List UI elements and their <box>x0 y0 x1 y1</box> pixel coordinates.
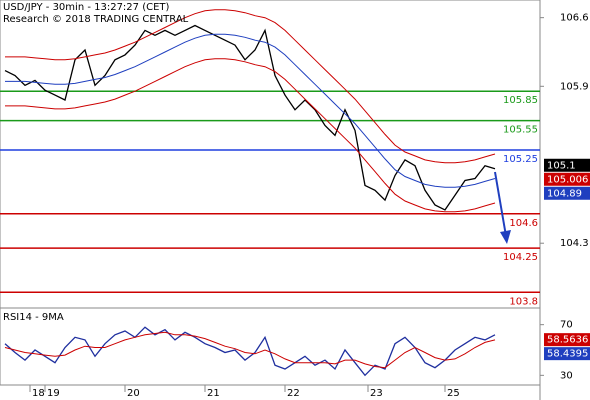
value-box <box>544 347 590 361</box>
x-tick-label: 22 <box>287 388 300 399</box>
chart-title: USD/JPY - 30min - 13:27:27 (CET) <box>3 2 170 13</box>
series-line <box>4 331 496 369</box>
panel-title: RSI14 - 9MA <box>3 312 64 323</box>
level-label: 104.6 <box>509 218 538 229</box>
y-tick-label: 104.3 <box>560 238 589 249</box>
x-tick-label: 23 <box>370 388 383 399</box>
value-box-label: 58.4395 <box>547 349 588 360</box>
x-tick-label: 25 <box>447 388 460 399</box>
value-box-label: 105.1 <box>547 160 576 171</box>
y-tick-label: 30 <box>560 370 573 381</box>
x-tick-label: 20 <box>127 388 140 399</box>
value-box-label: 58.5636 <box>547 335 588 346</box>
level-label: 104.25 <box>503 252 538 263</box>
forecast-arrow <box>494 171 507 237</box>
chart-subtitle: Research © 2018 TRADING CENTRAL <box>3 14 189 25</box>
value-box <box>544 158 590 172</box>
series-line <box>5 9 496 164</box>
level-label: 103.8 <box>509 296 538 307</box>
series-line <box>5 33 496 188</box>
plot-layer: 106.6 105.9 104.3 105.85 105.55 105.25 104.6 10… <box>0 9 590 399</box>
y-tick-label: 70 <box>560 320 573 331</box>
level-label: 105.25 <box>503 154 538 165</box>
value-box <box>544 186 590 200</box>
level-label: 105.55 <box>503 125 538 136</box>
series-line <box>4 326 496 377</box>
value-box <box>544 333 590 347</box>
y-tick-label: 106.6 <box>560 13 589 24</box>
x-tick-label: 18 <box>32 388 45 399</box>
series-line <box>4 24 496 211</box>
level-label: 105.85 <box>503 95 538 106</box>
value-box-label: 104.89 <box>547 188 582 199</box>
y-tick-label: 105.9 <box>560 81 589 92</box>
forecast-arrowhead <box>500 230 511 244</box>
value-box-label: 105.006 <box>547 174 588 185</box>
series-line <box>5 58 496 213</box>
x-tick-label: 21 <box>207 388 220 399</box>
value-box <box>544 172 590 186</box>
x-tick-label: 19 <box>47 388 60 399</box>
